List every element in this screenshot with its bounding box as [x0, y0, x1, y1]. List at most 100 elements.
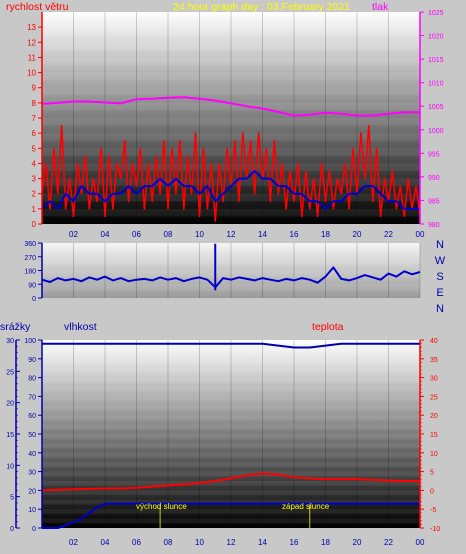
- direction-tick-label: 90: [28, 282, 36, 289]
- x-tick-label: 04: [101, 230, 110, 239]
- pressure-tick-label: 1010: [428, 81, 444, 88]
- x-tick-label: 02: [69, 538, 78, 547]
- humidity-tick-label: 0: [32, 526, 36, 533]
- wind-direction-line: [41, 266, 421, 289]
- humidity-tick-label: 90: [28, 357, 36, 364]
- gradient-band: [42, 443, 420, 449]
- gradient-band: [42, 499, 420, 505]
- pressure-tick-label: 1000: [428, 128, 444, 135]
- x-tick-label: 18: [321, 230, 330, 239]
- rain-tick-label: 20: [6, 401, 14, 408]
- gradient-band: [42, 377, 420, 383]
- gradient-band: [42, 434, 420, 439]
- chart-title: 24 hour graph day : 03.February 2021: [173, 1, 350, 13]
- gradient-band: [42, 27, 420, 35]
- pressure-tick-label: 990: [428, 175, 440, 182]
- wind-tick-label: 7: [32, 114, 37, 123]
- gradient-band: [42, 57, 420, 65]
- wind-tick-label: 2: [32, 190, 37, 199]
- humidity-tick-label: 50: [28, 432, 36, 439]
- gradient-band: [42, 243, 420, 250]
- gradient-band: [42, 405, 420, 411]
- direction-tick-label: 270: [24, 255, 36, 262]
- wind-tick-label: 5: [32, 144, 37, 153]
- gradient-band: [42, 208, 420, 217]
- compass-letter: W: [435, 255, 446, 267]
- wind-tick-label: 11: [28, 53, 37, 62]
- gradient-band: [42, 118, 420, 126]
- wind-tick-label: 12: [27, 38, 36, 47]
- gradient-band: [42, 256, 420, 264]
- gradient-band: [42, 509, 420, 514]
- humidity-tick-label: 20: [28, 488, 36, 495]
- humidity-label: vlhkost: [64, 321, 97, 333]
- rain-label: srážky: [0, 321, 31, 333]
- rain-tick-label: 0: [10, 526, 14, 533]
- gradient-band: [42, 490, 420, 496]
- pressure-label: tlak: [372, 1, 389, 13]
- temperature-tick-label: 35: [430, 357, 438, 364]
- gradient-band: [42, 415, 420, 420]
- series-layer: [41, 96, 421, 529]
- gradient-band: [42, 462, 420, 467]
- humidity-tick-label: 70: [28, 394, 36, 401]
- panel-temperature-bands: [42, 340, 420, 524]
- rain-tick-label: 5: [10, 495, 14, 502]
- pressure-tick-label: 1025: [428, 10, 444, 17]
- temperature-tick-label: 25: [430, 394, 438, 401]
- sunset-annotation: západ slunce: [282, 502, 330, 511]
- gradient-band: [42, 102, 420, 111]
- x-tick-label: 16: [290, 538, 299, 547]
- wind-speed-label: rychlost větru: [6, 1, 69, 13]
- pressure-tick-label: 1020: [428, 34, 444, 41]
- wind-tick-label: 4: [32, 159, 37, 168]
- temperature-tick-label: 0: [430, 488, 434, 495]
- x-tick-label: 02: [69, 230, 78, 239]
- wind-tick-label: 1: [32, 205, 37, 214]
- temperature-tick-label: 40: [430, 338, 438, 345]
- temperature-label: teplota: [312, 321, 344, 333]
- gradient-band: [42, 12, 420, 20]
- panel-direction-bands: [42, 243, 420, 292]
- x-tick-label: 16: [290, 230, 299, 239]
- rain-tick-label: 10: [6, 463, 14, 470]
- compass-letter: E: [436, 287, 443, 299]
- temperature-tick-label: 5: [430, 470, 434, 477]
- pressure-tick-label: 980: [428, 222, 440, 229]
- panel-wind-direction: [42, 243, 420, 298]
- gradient-band: [42, 396, 420, 402]
- gradient-band: [42, 368, 420, 373]
- gradient-band: [42, 270, 420, 278]
- temperature-tick-label: -5: [430, 507, 436, 514]
- direction-tick-label: 360: [24, 241, 36, 248]
- wind-tick-label: 13: [27, 23, 36, 32]
- gradient-band: [42, 340, 420, 345]
- pressure-line: [41, 96, 420, 117]
- x-tick-label: 06: [132, 538, 141, 547]
- x-tick-label: 08: [164, 538, 173, 547]
- x-tick-label: 22: [384, 230, 393, 239]
- pressure-tick-label: 1005: [428, 104, 444, 111]
- x-tick-label: 00: [416, 538, 425, 547]
- x-tick-label: 06: [132, 230, 141, 239]
- humidity-tick-label: 40: [28, 451, 36, 458]
- humidity-tick-label: 100: [24, 338, 36, 345]
- x-tick-label: 18: [321, 538, 330, 547]
- temperature-tick-label: 20: [430, 413, 438, 420]
- rain-tick-label: 25: [6, 369, 14, 376]
- humidity-tick-label: 10: [28, 507, 36, 514]
- wind-tick-label: 6: [32, 129, 37, 138]
- x-tick-label: 12: [227, 538, 236, 547]
- x-tick-label: 20: [353, 230, 362, 239]
- gradient-band: [42, 148, 420, 156]
- x-tick-label: 10: [195, 538, 204, 547]
- x-tick-label: 20: [353, 538, 362, 547]
- wind-tick-label: 3: [32, 175, 37, 184]
- temperature-tick-label: 15: [430, 432, 438, 439]
- gradient-band: [42, 452, 420, 458]
- x-tick-label: 10: [195, 230, 204, 239]
- pressure-tick-label: 1015: [428, 57, 444, 64]
- x-tick-label: 12: [227, 230, 236, 239]
